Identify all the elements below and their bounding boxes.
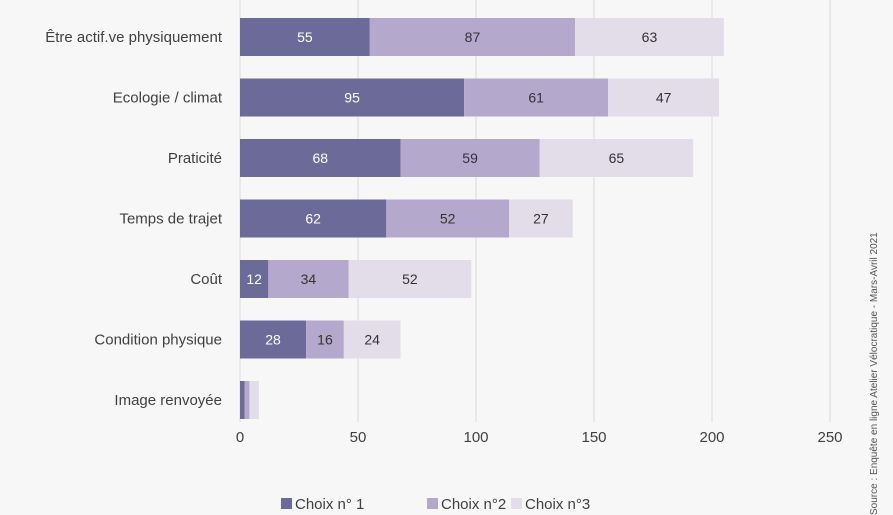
data-label: 55 [297, 29, 313, 45]
x-tick-label: 50 [350, 429, 367, 446]
x-tick-label: 150 [581, 429, 606, 446]
legend-label: Choix n° 1 [295, 496, 364, 513]
bar-segment [539, 139, 694, 177]
bar-segment [306, 320, 344, 359]
data-label: 61 [528, 90, 544, 106]
legend-label: Choix n°3 [525, 496, 590, 513]
data-label: 34 [301, 271, 317, 287]
bar-segment [348, 260, 472, 298]
category-label: Coût [190, 271, 223, 288]
data-label: 24 [364, 332, 380, 348]
category-labels: Être actif.ve physiquement Ecologie / cli… [45, 29, 223, 409]
x-tick-label: 200 [699, 429, 724, 446]
bar-segment [608, 78, 720, 117]
data-label: 27 [533, 211, 549, 227]
category-label: Condition physique [94, 332, 222, 349]
x-axis-tick-labels: 0 50 100 150 200 250 [236, 429, 843, 446]
data-label: 62 [305, 211, 321, 227]
category-label: Être actif.ve physiquement [45, 29, 223, 46]
legend-swatch [511, 498, 522, 509]
category-label: Praticité [168, 150, 222, 167]
legend-swatch [281, 498, 292, 509]
legend-swatch [427, 498, 438, 509]
data-label: 63 [642, 29, 658, 45]
bar-segment [268, 260, 349, 298]
data-label: 87 [465, 29, 481, 45]
bars: 55 87 63 95 61 47 68 59 65 62 52 27 12 34 52 28 16 24 [240, 18, 724, 419]
data-label: 59 [462, 150, 478, 166]
data-label: 52 [440, 211, 456, 227]
bar-segment [240, 139, 401, 177]
data-label: 12 [246, 271, 262, 287]
bar-segment [343, 320, 401, 359]
bar-segment [240, 18, 370, 56]
x-tick-label: 250 [817, 429, 842, 446]
category-label: Temps de trajet [119, 211, 222, 228]
data-label: 68 [312, 150, 328, 166]
bar-segment [575, 18, 724, 56]
bar-segment [240, 381, 245, 419]
bar-segment [509, 199, 573, 238]
bar-segment [244, 381, 250, 419]
data-label: 16 [317, 332, 333, 348]
bar-segment [386, 199, 510, 238]
bar-segment [240, 320, 307, 359]
bar-segment [369, 18, 576, 56]
x-tick-label: 100 [463, 429, 488, 446]
data-label: 95 [344, 90, 360, 106]
legend: Choix n° 1 Choix n°2 Choix n°3 [281, 496, 590, 513]
bar-segment [240, 199, 387, 238]
legend-label: Choix n°2 [441, 496, 506, 513]
bar-segment [464, 78, 609, 117]
category-label: Image renvoyée [114, 392, 222, 409]
bar-segment [400, 139, 540, 177]
source-note: Source : Enquête en ligne Atelier Vélocr… [869, 232, 880, 515]
category-label: Ecologie / climat [113, 90, 223, 107]
data-label: 52 [402, 271, 418, 287]
bar-segment [249, 381, 259, 419]
data-label: 47 [656, 90, 672, 106]
bar-segment [240, 78, 465, 117]
x-tick-label: 0 [236, 429, 244, 446]
data-label: 28 [265, 332, 281, 348]
data-label: 65 [609, 150, 625, 166]
bar-segment [240, 260, 269, 298]
